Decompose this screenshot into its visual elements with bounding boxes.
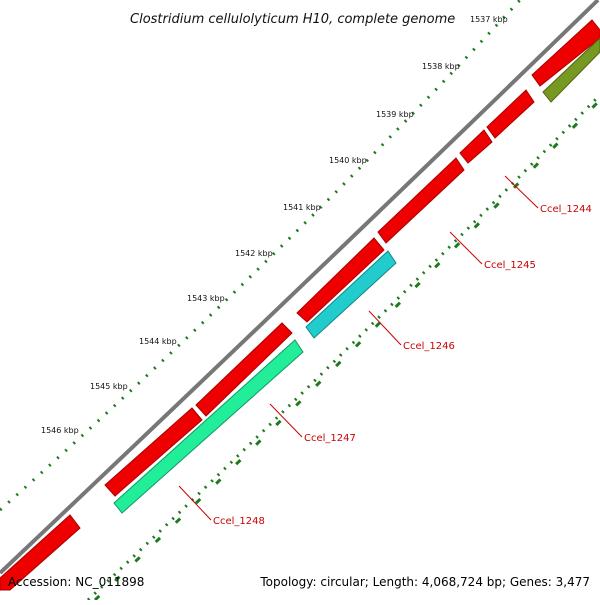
gene-label: Ccel_1247 <box>304 433 356 444</box>
tick-label: 1540 kbp <box>329 156 367 165</box>
leader-line <box>504 175 539 209</box>
outer-dotted-ring <box>0 0 522 512</box>
leader-line <box>449 231 483 265</box>
feature-track <box>113 37 600 514</box>
gene-arrow <box>486 89 535 139</box>
tick-label: 1543 kbp <box>187 294 225 303</box>
gene-arrow <box>195 322 293 417</box>
tick-label: 1546 kbp <box>41 426 79 435</box>
gene-label: Ccel_1245 <box>484 260 536 271</box>
tick-label: 1542 kbp <box>235 249 273 258</box>
gene-arrow <box>104 407 203 497</box>
genome-backbone <box>0 0 600 575</box>
cds-track <box>0 19 600 591</box>
tick-labels: 1537 kbp 1538 kbp 1539 kbp 1540 kbp 1541… <box>41 15 508 435</box>
gene-arrow <box>459 129 493 164</box>
feature-bar-cyan <box>305 250 397 339</box>
tick-label: 1544 kbp <box>139 337 177 346</box>
accession-text: Accession: NC_011898 <box>8 575 144 589</box>
leader-line <box>368 310 402 346</box>
leader-line <box>178 485 212 521</box>
gene-label: Ccel_1246 <box>403 341 455 352</box>
tick-label: 1538 kbp <box>422 62 460 71</box>
gene-arrow <box>296 237 385 323</box>
gene-arrow <box>531 19 600 87</box>
map-title: Clostridium cellulolyticum H10, complete… <box>130 12 455 27</box>
tick-label: 1541 kbp <box>283 203 321 212</box>
gene-label: Ccel_1244 <box>540 204 592 215</box>
gene-labels: Ccel_1244 Ccel_1245 Ccel_1246 Ccel_1247 … <box>213 204 592 527</box>
feature-bar-green <box>113 339 304 514</box>
genome-summary-text: Topology: circular; Length: 4,068,724 bp… <box>259 575 590 589</box>
gene-arrow <box>377 157 465 244</box>
gene-arrow <box>0 514 81 591</box>
inner-dotted-ring <box>86 93 600 602</box>
tick-label: 1537 kbp <box>470 15 508 24</box>
tick-label: 1539 kbp <box>376 110 414 119</box>
feature-bar-olive <box>542 37 600 103</box>
gene-label: Ccel_1248 <box>213 516 265 527</box>
leader-line <box>269 403 303 438</box>
tick-label: 1545 kbp <box>90 382 128 391</box>
gene-label-leaders <box>178 175 539 521</box>
